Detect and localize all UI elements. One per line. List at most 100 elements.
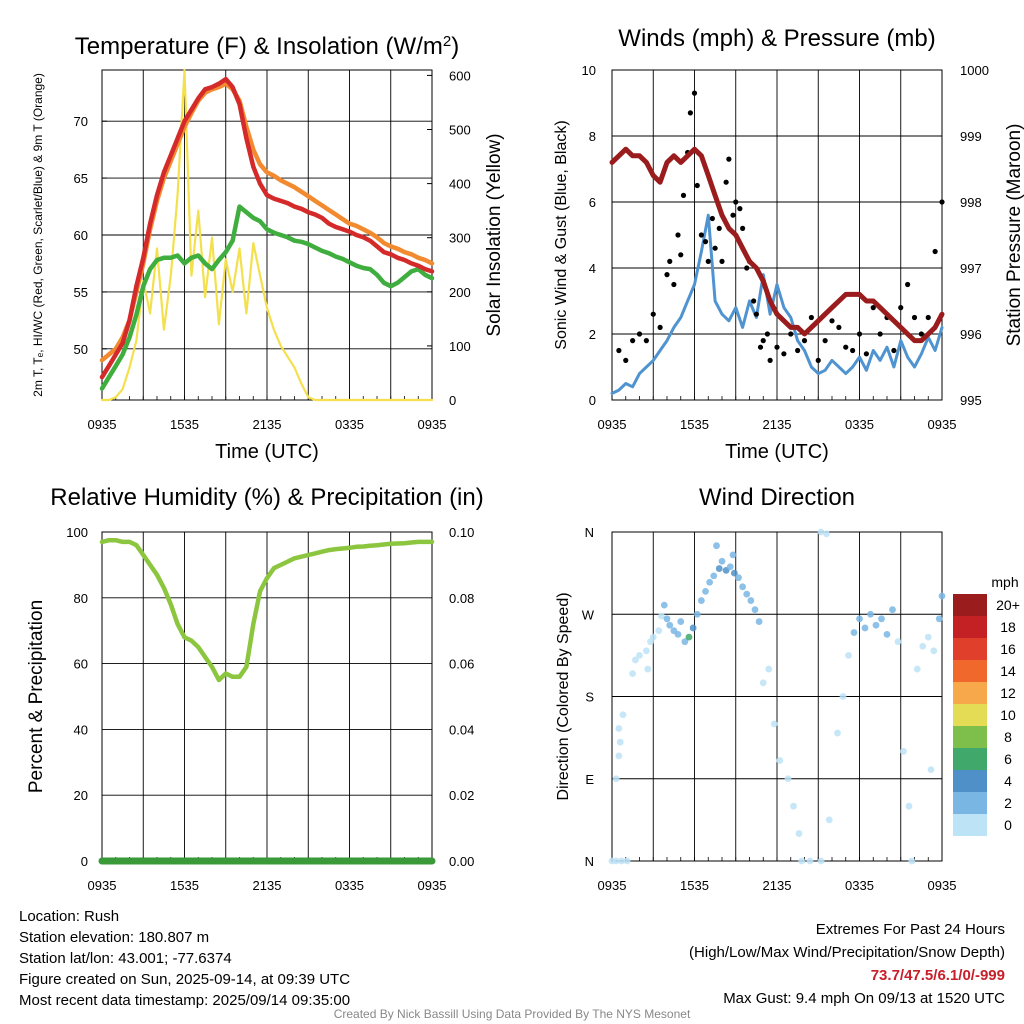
- direction-point: [681, 638, 689, 646]
- direction-point: [689, 624, 697, 632]
- y2-tick-label: 0.08: [449, 591, 474, 606]
- elevation-text: Station elevation: 180.807 m: [19, 929, 210, 946]
- y-tick-label: 80: [74, 591, 88, 606]
- y2-tick-label: 995: [960, 393, 982, 408]
- direction-point: [743, 590, 751, 598]
- gust-point: [702, 239, 709, 245]
- colorbar-label: 18: [1000, 619, 1016, 635]
- direction-point: [924, 633, 932, 641]
- y2-tick-label: 0.04: [449, 722, 474, 737]
- latlon-text: Station lat/lon: 43.001; -77.6374: [19, 950, 232, 967]
- y2-tick-label: 0.06: [449, 657, 474, 672]
- x-tick-label: 2135: [763, 417, 792, 432]
- x-tick-label: 0335: [845, 417, 874, 432]
- gust-point: [712, 245, 718, 251]
- direction-point: [861, 624, 869, 632]
- direction-point: [693, 610, 701, 618]
- y2-tick-label: 500: [449, 123, 471, 138]
- y-tick-label: E: [585, 772, 594, 787]
- gust-point: [643, 338, 649, 344]
- direction-point: [856, 615, 863, 623]
- y2-tick-label: 600: [449, 68, 471, 83]
- colorbar-label: 2: [1004, 795, 1012, 811]
- series-wind: [610, 213, 944, 395]
- y-tick-label: 0: [81, 854, 88, 869]
- y2-tick-label: 1000: [960, 63, 989, 78]
- direction-point: [759, 679, 767, 687]
- gust-point: [753, 311, 759, 317]
- y-tick-label: 2: [589, 327, 596, 342]
- direction-point: [776, 757, 784, 764]
- y2-tick-label: 0.10: [449, 525, 474, 540]
- x-tick-label: 0335: [335, 878, 364, 893]
- series-pressure: [609, 146, 945, 344]
- gust-point: [675, 232, 681, 238]
- direction-point: [612, 775, 620, 783]
- y-tick-label: 10: [582, 63, 596, 78]
- gust-point: [751, 298, 757, 304]
- direction-point: [900, 747, 907, 755]
- direction-point: [674, 630, 682, 638]
- y-tick-label: 0: [589, 393, 596, 408]
- y2-tick-label: 400: [449, 177, 471, 192]
- gust-point: [815, 357, 821, 363]
- direction-point: [845, 651, 852, 659]
- direction-point: [839, 693, 847, 700]
- gust-point: [764, 331, 770, 337]
- colorbar-label: 8: [1004, 729, 1012, 745]
- colorbar-swatch: [953, 682, 987, 704]
- x-tick-label: 2135: [253, 878, 282, 893]
- x-tick-label: 0935: [88, 878, 117, 893]
- gust-point: [843, 344, 849, 350]
- direction-point: [919, 642, 927, 650]
- colorbar-swatch: [953, 594, 987, 616]
- gust-point: [664, 272, 670, 278]
- y-tick-label: N: [585, 854, 594, 869]
- direction-point: [713, 542, 720, 550]
- y2-tick-label: 996: [960, 327, 982, 342]
- direction-point: [806, 857, 814, 865]
- chart-1: [101, 69, 433, 401]
- colorbar-unit: mph: [991, 574, 1018, 590]
- direction-point: [755, 618, 763, 625]
- direction-point: [660, 601, 668, 609]
- colorbar-swatch: [953, 704, 987, 726]
- max-gust-text: Max Gust: 9.4 mph On 09/13 at 1520 UTC: [723, 990, 1005, 1007]
- y2-tick-label: 200: [449, 285, 471, 300]
- x-tick-label: 1535: [170, 878, 199, 893]
- station-info: Location: Rush Station elevation: 180.80…: [19, 906, 350, 1011]
- gust-point: [726, 156, 732, 162]
- gust-point: [774, 344, 780, 350]
- y-tick-label: N: [585, 525, 594, 540]
- direction-point: [649, 633, 657, 641]
- gust-point: [918, 331, 924, 337]
- direction-point: [883, 630, 891, 638]
- direction-point: [739, 583, 747, 591]
- gust-point: [616, 347, 622, 354]
- gust-point: [877, 331, 883, 337]
- direction-point: [685, 633, 693, 641]
- gust-point: [705, 258, 711, 264]
- direction-point: [913, 665, 921, 673]
- gust-point: [671, 281, 677, 288]
- x-tick-label: 0935: [418, 878, 447, 893]
- y-tick-label: 20: [74, 788, 88, 803]
- colorbar-label: 14: [1000, 663, 1016, 679]
- colorbar-swatch: [953, 660, 987, 682]
- x-tick-label: 0935: [88, 417, 117, 432]
- direction-point: [631, 656, 639, 664]
- y-tick-label: 100: [66, 525, 88, 540]
- colorbar-swatch: [953, 638, 987, 660]
- direction-point: [615, 725, 623, 732]
- direction-point: [677, 618, 685, 625]
- y-tick-label: 40: [74, 722, 88, 737]
- series-t2m: [99, 76, 435, 380]
- gust-point: [788, 331, 794, 337]
- title-suffix: ): [451, 33, 459, 60]
- x-tick-label: 1535: [170, 417, 199, 432]
- gust-point: [898, 305, 904, 311]
- y-axis-label: Direction (Colored By Speed): [555, 592, 572, 800]
- direction-point: [765, 665, 773, 673]
- gust-point: [863, 351, 869, 357]
- gust-point: [719, 258, 725, 264]
